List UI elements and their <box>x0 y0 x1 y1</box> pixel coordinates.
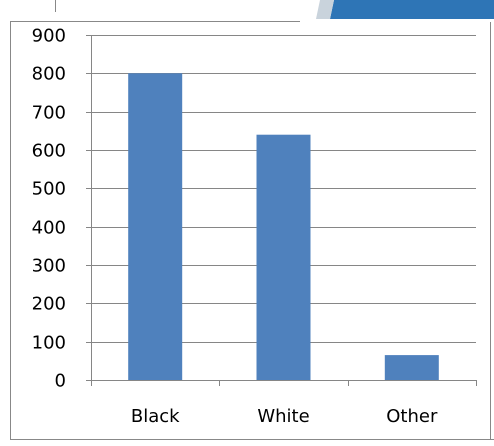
accent-strip <box>330 0 494 19</box>
y-tick-label: 200 <box>32 294 66 315</box>
x-tick-labels: Black White Other <box>131 406 438 427</box>
y-tick-label: 500 <box>32 179 66 200</box>
bar-white <box>256 134 311 380</box>
y-tick-label: 800 <box>32 64 66 85</box>
bar-other <box>384 355 439 380</box>
bar-black <box>128 73 183 381</box>
y-tick-label: 300 <box>32 256 66 277</box>
x-tick-label: Other <box>386 406 438 427</box>
accent-strip-shadow <box>316 0 334 19</box>
y-tick-label: 400 <box>32 218 66 239</box>
y-tick-label: 700 <box>32 103 66 124</box>
y-tick-labels: 0 100 200 300 400 500 600 700 800 900 <box>32 26 66 392</box>
y-tick-label: 900 <box>32 26 66 47</box>
axes <box>86 35 477 386</box>
y-tick-label: 100 <box>32 333 66 354</box>
y-tick-label: 0 <box>55 371 66 392</box>
x-tick-label: Black <box>131 406 180 427</box>
x-tick-label: White <box>257 406 309 427</box>
bars <box>128 73 439 381</box>
y-tick-label: 600 <box>32 141 66 162</box>
